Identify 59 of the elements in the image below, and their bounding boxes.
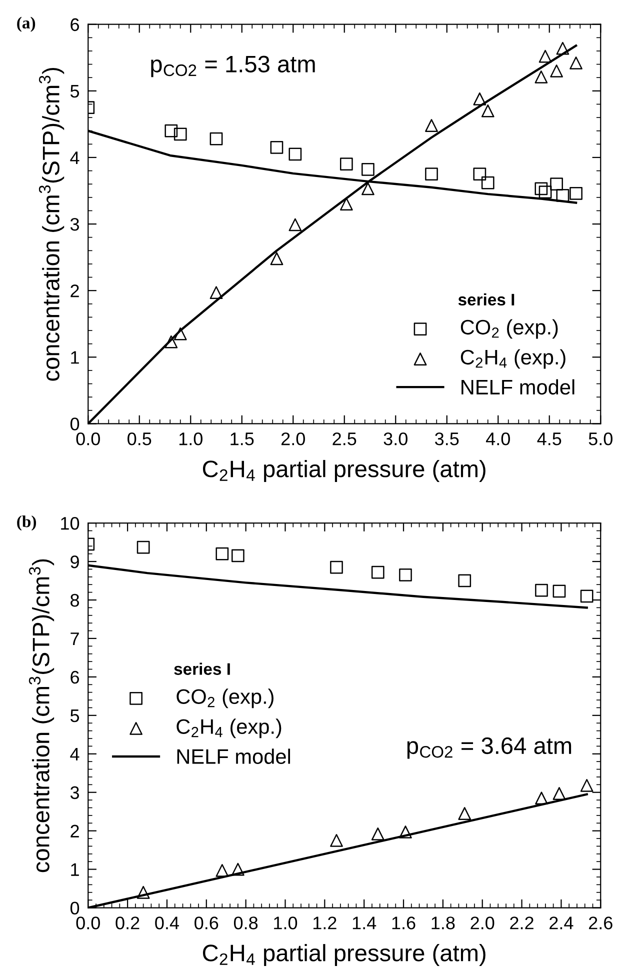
x-tick-label: 2.6 [588, 916, 612, 930]
y-axis-title: concentration (cm$^{3}$(STP)/cm$^{3}$) [28, 559, 54, 872]
x-tick-label: 0.0 [76, 916, 100, 930]
x-axis-title: C$_{2}$H$_{4}$ partial pressure (atm) [202, 460, 486, 482]
y-tick-label: 1 [71, 351, 79, 364]
y-tick-label: 10 [61, 516, 80, 530]
y-tick-label: 0 [70, 418, 80, 430]
x-tick-label: 1.8 [432, 916, 455, 930]
x-tick-label: 0.2 [116, 916, 140, 930]
x-tick-label: 0.8 [234, 916, 258, 930]
x-tick-label: 2.4 [550, 916, 574, 930]
chart-title: (b) [17, 515, 36, 531]
x-axis-title: C$_{2}$H$_{4}$ partial pressure (atm) [202, 944, 486, 966]
y-tick-label: 2 [70, 824, 79, 838]
x-tick-label: 0.0 [76, 432, 100, 446]
y-tick-label: 0 [70, 902, 80, 914]
legend-label: NELF model [177, 748, 290, 764]
x-tick-label: 0.6 [194, 916, 218, 930]
x-tick-label: 1.0 [179, 432, 202, 446]
x-tick-label: 2.5 [332, 432, 356, 446]
x-tick-label: 0.4 [155, 916, 179, 930]
y-tick-label: 5 [70, 710, 80, 722]
x-tick-label: 0.5 [128, 432, 152, 446]
x-tick-label: 2.0 [470, 916, 494, 930]
x-tick-label: 1.0 [274, 916, 298, 930]
y-tick-label: 6 [70, 670, 79, 684]
x-tick-label: 1.2 [313, 916, 336, 930]
x-tick-label: 1.4 [352, 916, 376, 930]
y-tick-label: 6 [70, 18, 79, 32]
legend-label: CO$_{2}$ (exp.) [176, 688, 274, 708]
x-tick-label: 3.0 [384, 432, 408, 446]
x-tick-label: 4.0 [486, 432, 510, 446]
legend-title: series I [458, 293, 514, 306]
x-tick-label: 5.0 [588, 432, 612, 446]
legend-label: NELF model [462, 379, 574, 395]
legend-label: C$_{2}$H$_{4}$ (exp.) [460, 349, 566, 369]
y-tick-label: 1 [71, 863, 79, 876]
legend-label: C$_{2}$H$_{4}$ (exp.) [176, 718, 282, 738]
y-axis-title: concentration (cm$^{3}$(STP)/cm$^{3}$) [38, 68, 64, 381]
y-tick-label: 7 [70, 632, 79, 645]
y-tick-label: 9 [70, 555, 79, 568]
y-tick-label: 3 [70, 786, 79, 800]
y-tick-label: 4 [70, 152, 80, 164]
x-tick-label: 1.5 [230, 432, 254, 446]
x-tick-label: 3.5 [435, 432, 459, 446]
legend-label: CO$_{2}$ (exp.) [460, 319, 558, 339]
y-tick-label: 3 [70, 218, 79, 231]
y-tick-label: 8 [70, 594, 80, 607]
y-tick-label: 4 [70, 748, 80, 760]
x-tick-label: 2.2 [510, 916, 534, 930]
x-tick-label: 1.6 [392, 916, 416, 930]
y-tick-label: 2 [70, 284, 79, 298]
annotation: p$_{CO2}$ = 1.53 atm [151, 56, 315, 78]
x-tick-label: 4.5 [537, 432, 562, 446]
x-tick-label: 2.0 [281, 432, 305, 446]
y-tick-label: 5 [70, 85, 80, 98]
legend-title: series I [174, 662, 230, 675]
annotation: p$_{CO2}$ = 3.64 atm [407, 737, 572, 759]
chart-title: (a) [17, 16, 36, 32]
